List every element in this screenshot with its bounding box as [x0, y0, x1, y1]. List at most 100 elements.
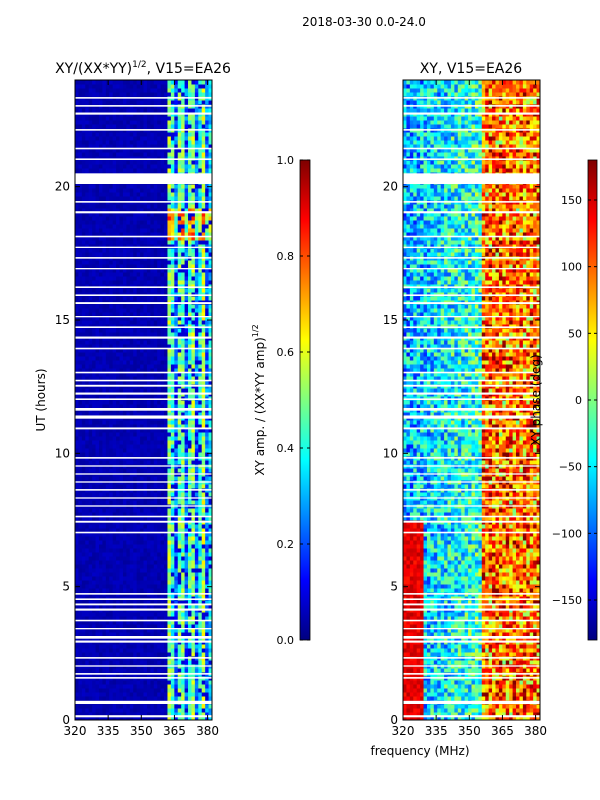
heatmap-cell — [143, 544, 148, 549]
heatmap-cell — [81, 424, 86, 429]
heatmap-cell — [188, 284, 192, 289]
heatmap-cell — [75, 532, 79, 537]
heatmap-cell — [126, 380, 131, 385]
heatmap-cell — [102, 236, 107, 241]
heatmap-cell — [85, 352, 90, 357]
heatmap-cell — [126, 396, 131, 401]
heatmap-cell — [184, 696, 189, 701]
heatmap-cell — [143, 388, 148, 393]
heatmap-cell — [133, 448, 138, 453]
heatmap-cell — [194, 532, 199, 537]
heatmap-cell — [167, 500, 172, 505]
heatmap-cell — [109, 328, 114, 333]
heatmap-cell — [88, 692, 93, 697]
heatmap-cell — [191, 620, 196, 625]
heatmap-cell — [150, 632, 155, 637]
heatmap-cell — [92, 280, 97, 285]
heatmap-cell — [146, 572, 151, 577]
heatmap-cell — [119, 316, 124, 321]
heatmap-cell — [133, 320, 138, 325]
heatmap-cell — [201, 524, 206, 529]
heatmap-cell — [81, 704, 86, 709]
heatmap-cell — [98, 556, 103, 561]
heatmap-cell — [102, 376, 107, 381]
heatmap-cell — [75, 360, 79, 365]
heatmap-cell — [191, 352, 196, 357]
heatmap-cell — [191, 556, 196, 561]
heatmap-cell — [112, 628, 117, 633]
heatmap-cell — [98, 344, 103, 349]
heatmap-cell — [129, 280, 134, 285]
heatmap-cell — [126, 536, 131, 541]
heatmap-cell — [181, 468, 186, 473]
heatmap-cell — [112, 612, 117, 617]
heatmap-cell — [146, 324, 151, 329]
heatmap-cell — [129, 432, 134, 437]
heatmap-cell — [157, 240, 162, 245]
heatmap-cell — [167, 628, 172, 633]
heatmap-cell — [157, 492, 162, 497]
heatmap-cell — [126, 424, 131, 429]
heatmap-cell — [88, 364, 93, 369]
heatmap-cell — [98, 368, 103, 373]
heatmap-cell — [177, 220, 182, 225]
heatmap-cell — [143, 356, 148, 361]
heatmap-cell — [174, 352, 179, 357]
heatmap-cell — [136, 508, 141, 513]
heatmap-cell — [170, 380, 175, 385]
heatmap-cell — [205, 388, 210, 393]
heatmap-cell — [150, 344, 155, 349]
heatmap-cell — [167, 372, 172, 377]
heatmap-cell — [122, 324, 127, 329]
heatmap-cell — [201, 232, 206, 237]
heatmap-cell — [198, 536, 203, 541]
heatmap-cell — [208, 688, 212, 693]
heatmap-cell — [136, 620, 141, 625]
heatmap-cell — [188, 420, 192, 425]
heatmap-cell — [194, 292, 199, 297]
heatmap-cell — [112, 684, 117, 689]
heatmap-cell — [126, 532, 131, 537]
heatmap-cell — [85, 272, 90, 277]
heatmap-cell — [98, 616, 103, 621]
heatmap-cell — [109, 376, 114, 381]
heatmap-cell — [112, 440, 117, 445]
heatmap-cell — [184, 460, 189, 465]
heatmap-cell — [170, 524, 175, 529]
heatmap-cell — [208, 716, 212, 720]
heatmap-cell — [201, 244, 206, 249]
heatmap-cell — [198, 476, 203, 481]
heatmap-cell — [112, 620, 117, 625]
heatmap-cell — [170, 296, 175, 301]
heatmap-cell — [184, 236, 189, 241]
heatmap-cell — [201, 240, 206, 245]
heatmap-cell — [136, 324, 141, 329]
heatmap-cell — [75, 684, 79, 689]
heatmap-cell — [167, 380, 172, 385]
heatmap-cell — [153, 584, 158, 589]
heatmap-cell — [191, 688, 196, 693]
heatmap-cell — [194, 712, 199, 717]
heatmap-cell — [129, 532, 134, 537]
heatmap-cell — [208, 360, 212, 365]
heatmap-cell — [98, 492, 103, 497]
heatmap-cell — [150, 220, 155, 225]
heatmap-cell — [109, 272, 114, 277]
heatmap-cell — [153, 568, 158, 573]
heatmap-cell — [198, 296, 203, 301]
heatmap-cell — [164, 660, 168, 665]
heatmap-cell — [160, 312, 165, 317]
heatmap-cell — [112, 448, 117, 453]
heatmap-cell — [81, 564, 86, 569]
heatmap-cell — [102, 240, 107, 245]
heatmap-cell — [150, 248, 155, 253]
heatmap-cell — [191, 360, 196, 365]
heatmap-cell — [112, 588, 117, 593]
heatmap-cell — [167, 528, 172, 533]
heatmap-cell — [188, 516, 192, 521]
heatmap-cell — [88, 648, 93, 653]
heatmap-cell — [188, 404, 192, 409]
heatmap-cell — [143, 660, 148, 665]
heatmap-cell — [174, 620, 179, 625]
heatmap-cell — [146, 704, 151, 709]
